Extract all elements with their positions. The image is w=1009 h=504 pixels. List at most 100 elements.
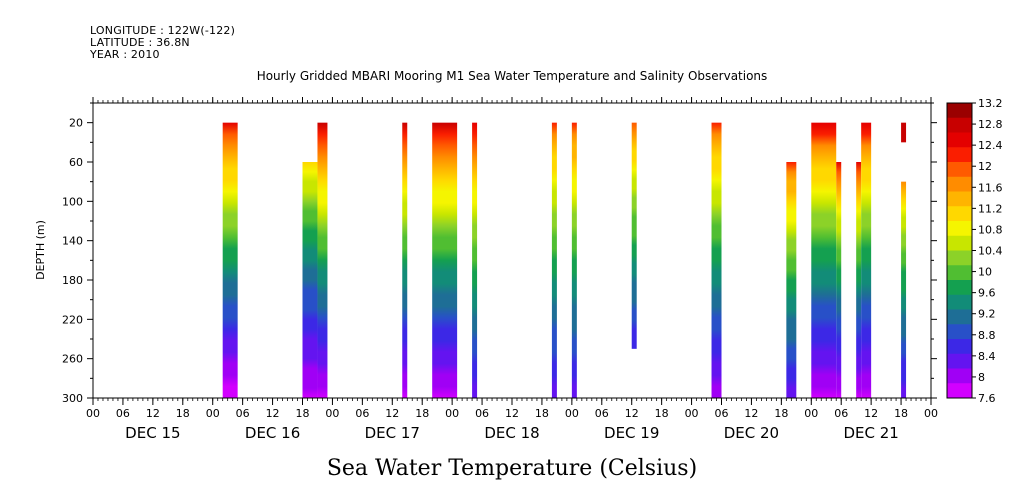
colorbar-label: 9.2 — [978, 308, 996, 321]
colorbar-swatch — [947, 294, 972, 310]
y-tick-label: 140 — [62, 235, 83, 248]
x-day-label: DEC 16 — [245, 424, 300, 442]
colorbar: 13.2 12.8 12.4 12 11.6 11.2 10.8 10.4 10 9.6 9.2 8.… — [946, 97, 1003, 405]
x-tick-label: 18 — [655, 407, 669, 420]
data-column — [901, 181, 907, 398]
x-day-label: DEC 15 — [125, 424, 180, 442]
colorbar-swatch — [947, 383, 972, 399]
x-day-label: DEC 18 — [484, 424, 539, 442]
data-column — [811, 122, 837, 399]
colorbar-swatch — [947, 176, 972, 192]
colorbar-swatch — [947, 117, 972, 133]
data-column — [302, 162, 318, 398]
colorbar-label: 9.6 — [978, 287, 996, 300]
x-tick-label: 18 — [774, 407, 788, 420]
data-column — [856, 162, 862, 398]
x-tick-label: 06 — [355, 407, 369, 420]
x-tick-label: 18 — [894, 407, 908, 420]
colorbar-label: 7.6 — [978, 392, 996, 405]
x-tick-label: 12 — [625, 407, 639, 420]
x-tick-label: 00 — [445, 407, 459, 420]
y-tick-label: 60 — [69, 156, 83, 169]
colorbar-swatch — [947, 162, 972, 178]
colorbar-swatch — [947, 265, 972, 281]
data-column — [551, 122, 557, 399]
data-column — [402, 122, 408, 399]
colorbar-label: 10.4 — [978, 245, 1003, 258]
longitude-label: LONGITUDE : 122W(-122) — [90, 24, 236, 37]
x-tick-label: 12 — [146, 407, 160, 420]
x-tick-label: 00 — [325, 407, 339, 420]
colorbar-swatch — [947, 339, 972, 355]
x-tick-label: 12 — [505, 407, 519, 420]
y-tick-label: 20 — [69, 117, 83, 130]
x-tick-label: 12 — [385, 407, 399, 420]
data-column — [836, 162, 842, 398]
data-column — [861, 122, 872, 399]
x-day-label: DEC 21 — [843, 424, 898, 442]
bottom-title: Sea Water Temperature (Celsius) — [327, 456, 697, 481]
data-column — [222, 122, 238, 399]
x-tick-label: 00 — [924, 407, 938, 420]
colorbar-label: 12.4 — [978, 139, 1003, 152]
y-tick-label: 100 — [62, 195, 83, 208]
colorbar-label: 13.2 — [978, 97, 1003, 110]
x-day-label: DEC 19 — [604, 424, 659, 442]
y-tick-label: 180 — [62, 274, 83, 287]
colorbar-label: 12 — [978, 160, 992, 173]
colorbar-label: 8.8 — [978, 329, 996, 342]
y-tick-label: 220 — [62, 313, 83, 326]
latitude-label: LATITUDE : 36.8N — [90, 36, 190, 49]
x-day-label: DEC 20 — [724, 424, 779, 442]
data-column — [786, 162, 797, 398]
x-tick-label: 06 — [116, 407, 130, 420]
x-tick-label: 12 — [744, 407, 758, 420]
colorbar-swatch — [947, 353, 972, 369]
data-column — [432, 122, 458, 399]
data-column — [571, 122, 577, 399]
x-day-label: DEC 17 — [365, 424, 420, 442]
x-tick-label: 18 — [415, 407, 429, 420]
colorbar-swatch — [947, 103, 972, 119]
data-column — [901, 122, 907, 143]
colorbar-swatch — [947, 147, 972, 163]
plot-frame — [92, 102, 932, 399]
x-tick-label: 00 — [86, 407, 100, 420]
colorbar-swatch — [947, 309, 972, 325]
colorbar-swatch — [947, 250, 972, 266]
colorbar-label: 11.2 — [978, 202, 1003, 215]
x-tick-label: 12 — [266, 407, 280, 420]
colorbar-label: 12.8 — [978, 118, 1003, 131]
colorbar-swatch — [947, 132, 972, 148]
data-column — [711, 122, 722, 399]
colorbar-swatch — [947, 206, 972, 222]
colorbar-swatch — [947, 191, 972, 207]
x-tick-label: 18 — [296, 407, 310, 420]
x-tick-label: 18 — [176, 407, 190, 420]
x-tick-label: 06 — [715, 407, 729, 420]
x-tick-label: 06 — [595, 407, 609, 420]
year-label: YEAR : 2010 — [90, 48, 160, 61]
x-tick-label: 12 — [864, 407, 878, 420]
x-tick-label: 00 — [206, 407, 220, 420]
colorbar-swatch — [947, 368, 972, 384]
x-tick-label: 00 — [685, 407, 699, 420]
y-axis-label: DEPTH (m) — [34, 220, 47, 280]
colorbar-swatch — [947, 324, 972, 340]
chart-title: Hourly Gridded MBARI Mooring M1 Sea Wate… — [257, 69, 768, 83]
colorbar-label: 8 — [978, 371, 985, 384]
colorbar-label: 11.6 — [978, 181, 1003, 194]
x-tick-label: 06 — [236, 407, 250, 420]
x-tick-label: 00 — [565, 407, 579, 420]
x-tick-label: 06 — [475, 407, 489, 420]
data-column — [472, 122, 478, 399]
colorbar-label: 10 — [978, 266, 992, 279]
data-column — [631, 122, 637, 349]
colorbar-swatch — [947, 280, 972, 296]
data-column — [317, 122, 328, 399]
y-tick-label: 260 — [62, 353, 83, 366]
colorbar-swatch — [947, 235, 972, 251]
x-tick-label: 00 — [804, 407, 818, 420]
data-layer — [222, 122, 907, 399]
